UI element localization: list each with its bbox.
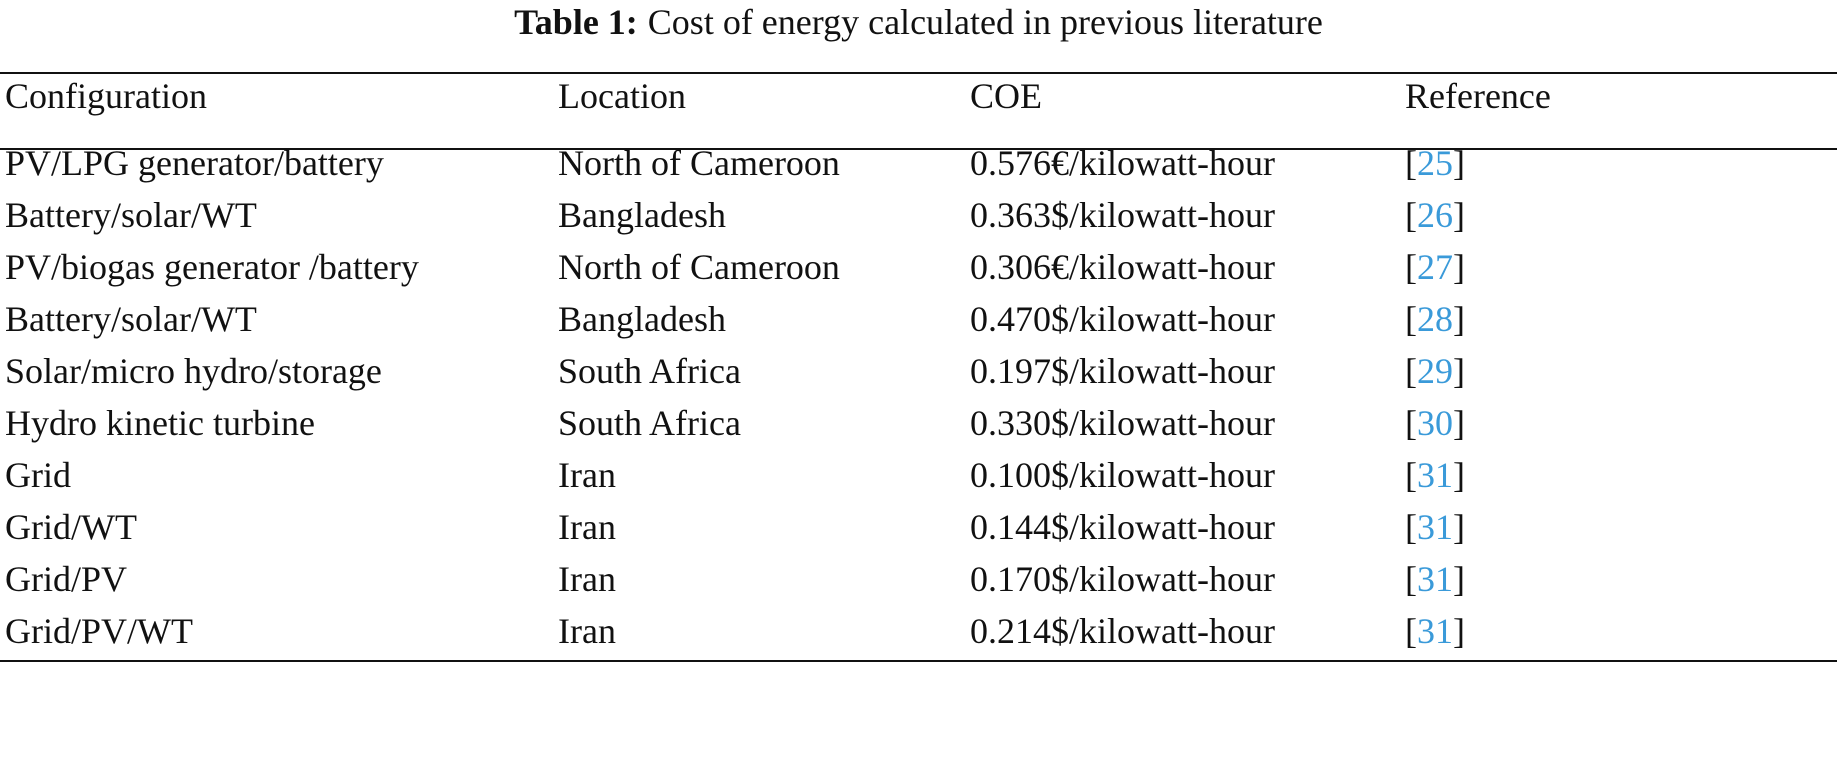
cell-location: Iran	[558, 559, 616, 599]
top-rule	[0, 72, 1837, 74]
cell-coe: 0.363$/kilowatt-hour	[970, 195, 1275, 235]
cell-configuration: Grid	[5, 455, 71, 495]
table-row: Hydro kinetic turbine South Africa 0.330$/…	[0, 397, 1837, 449]
cell-location: Iran	[558, 507, 616, 547]
table-row: Battery/solar/WT Bangladesh 0.363$/kilowat…	[0, 189, 1837, 241]
table-row: Grid/PV Iran 0.170$/kilowatt-hour [31]	[0, 553, 1837, 605]
cell-location: Iran	[558, 611, 616, 651]
table-row: Grid Iran 0.100$/kilowatt-hour [31]	[0, 449, 1837, 501]
cell-reference: [30]	[1405, 403, 1465, 443]
table-row: Grid/PV/WT Iran 0.214$/kilowatt-hour [31]	[0, 605, 1837, 657]
cell-location: Iran	[558, 455, 616, 495]
cell-reference: [31]	[1405, 507, 1465, 547]
cell-coe: 0.170$/kilowatt-hour	[970, 559, 1275, 599]
cell-reference: [26]	[1405, 195, 1465, 235]
header-coe: COE	[970, 76, 1042, 116]
table-row: Battery/solar/WT Bangladesh 0.470$/kilowat…	[0, 293, 1837, 345]
cell-configuration: Grid/PV/WT	[5, 611, 193, 651]
cell-configuration: Battery/solar/WT	[5, 195, 257, 235]
cell-reference: [29]	[1405, 351, 1465, 391]
cell-configuration: Grid/WT	[5, 507, 137, 547]
cell-reference: [31]	[1405, 559, 1465, 599]
cell-coe: 0.576€/kilowatt-hour	[970, 143, 1275, 183]
cell-configuration: Grid/PV	[5, 559, 128, 599]
table-header-row: Configuration Location COE Reference	[0, 70, 1837, 122]
header-location: Location	[558, 76, 686, 116]
cell-reference: [31]	[1405, 611, 1465, 651]
cell-configuration: PV/biogas generator /battery	[5, 247, 419, 287]
reference-link[interactable]: 31	[1417, 507, 1453, 547]
cell-configuration: Solar/micro hydro/storage	[5, 351, 382, 391]
cell-coe: 0.197$/kilowatt-hour	[970, 351, 1275, 391]
cell-reference: [27]	[1405, 247, 1465, 287]
table-row: PV/LPG generator/battery North of Cameroo…	[0, 137, 1837, 189]
reference-link[interactable]: 27	[1417, 247, 1453, 287]
header-rule	[0, 148, 1837, 150]
reference-link[interactable]: 29	[1417, 351, 1453, 391]
bottom-rule	[0, 660, 1837, 662]
table-row: Grid/WT Iran 0.144$/kilowatt-hour [31]	[0, 501, 1837, 553]
cell-coe: 0.100$/kilowatt-hour	[970, 455, 1275, 495]
reference-link[interactable]: 31	[1417, 455, 1453, 495]
reference-link[interactable]: 31	[1417, 559, 1453, 599]
cell-location: Bangladesh	[558, 195, 726, 235]
header-reference: Reference	[1405, 76, 1551, 116]
caption-label: Table 1:	[514, 2, 638, 42]
reference-link[interactable]: 28	[1417, 299, 1453, 339]
cell-coe: 0.470$/kilowatt-hour	[970, 299, 1275, 339]
caption-text: Cost of energy calculated in previous li…	[647, 2, 1323, 42]
reference-link[interactable]: 31	[1417, 611, 1453, 651]
cell-configuration: Hydro kinetic turbine	[5, 403, 315, 443]
cell-location: South Africa	[558, 351, 741, 391]
table-row: PV/biogas generator /battery North of Cam…	[0, 241, 1837, 293]
cell-reference: [25]	[1405, 143, 1465, 183]
cell-coe: 0.330$/kilowatt-hour	[970, 403, 1275, 443]
table-caption: Table 1: Cost of energy calculated in pre…	[0, 0, 1837, 44]
reference-link[interactable]: 25	[1417, 143, 1453, 183]
cell-location: Bangladesh	[558, 299, 726, 339]
reference-link[interactable]: 30	[1417, 403, 1453, 443]
cell-location: South Africa	[558, 403, 741, 443]
cell-reference: [31]	[1405, 455, 1465, 495]
cell-configuration: PV/LPG generator/battery	[5, 143, 384, 183]
cell-coe: 0.306€/kilowatt-hour	[970, 247, 1275, 287]
cell-location: North of Cameroon	[558, 143, 840, 183]
reference-link[interactable]: 26	[1417, 195, 1453, 235]
cell-configuration: Battery/solar/WT	[5, 299, 257, 339]
cell-coe: 0.214$/kilowatt-hour	[970, 611, 1275, 651]
cell-coe: 0.144$/kilowatt-hour	[970, 507, 1275, 547]
cell-reference: [28]	[1405, 299, 1465, 339]
header-configuration: Configuration	[5, 76, 207, 116]
cell-location: North of Cameroon	[558, 247, 840, 287]
table-row: Solar/micro hydro/storage South Africa 0.1…	[0, 345, 1837, 397]
